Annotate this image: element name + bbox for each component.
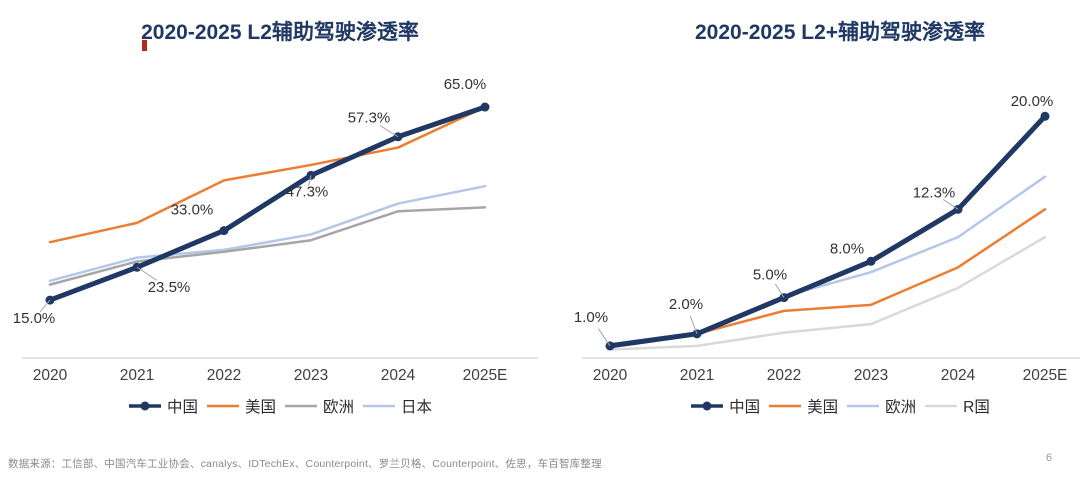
legend-swatch-icon: [206, 405, 239, 408]
legend-item-3: 日本: [362, 395, 432, 417]
charts-row: 2020-2025 L2辅助驾驶渗透率 15.0% 23.5% 33.0% 47.3%…: [13, 0, 1080, 417]
legend-label-1: 美国: [807, 399, 839, 417]
data-label: 2.0%: [669, 296, 703, 313]
data-label: 15.0%: [13, 310, 56, 327]
legend-l2: 中国 美国 欧洲 日本: [20, 395, 540, 417]
label-leader-line: [308, 175, 312, 187]
legend-swatch-icon: [925, 405, 958, 408]
series-line-1: [48, 106, 487, 244]
source-note: 数据来源：工信部、中国汽车工业协会、canalys、IDTechEx、Count…: [8, 458, 602, 470]
label-leader-line: [942, 199, 959, 211]
data-label: 8.0%: [830, 241, 864, 258]
legend-item-1: 美国: [206, 395, 276, 417]
legend-item-3: R国: [924, 395, 990, 417]
legend-item-2: 欧洲: [846, 395, 916, 417]
page-number: 6: [1045, 452, 1052, 464]
red-mark: [142, 40, 147, 51]
data-label: 23.5%: [148, 280, 191, 297]
legend-item-2: 欧洲: [284, 395, 354, 417]
x-tick-label: 2020: [593, 367, 628, 384]
chart-l2: 2020-2025 L2辅助驾驶渗透率 15.0% 23.5% 33.0% 47.3%…: [13, 0, 540, 417]
data-label: 57.3%: [348, 110, 391, 127]
data-label: 1.0%: [574, 309, 608, 326]
series-line-2: [608, 175, 1047, 346]
legend-item-0: 中国: [128, 395, 198, 417]
series-line-0: [607, 114, 1048, 349]
l2-line-chart: 15.0% 23.5% 33.0% 47.3% 57.3% 65.0% 2020 2021 20…: [13, 76, 538, 384]
x-tick-label: 2024: [381, 367, 416, 384]
x-tick-label: 2023: [294, 367, 328, 384]
data-label: 20.0%: [1011, 94, 1054, 111]
slide-footer: 数据来源：工信部、中国汽车工业协会、canalys、IDTechEx、Count…: [0, 450, 1080, 480]
data-label: 65.0%: [444, 76, 487, 93]
data-label: 5.0%: [753, 267, 787, 284]
x-tick-label: 2022: [767, 367, 801, 384]
legend-dot: [140, 401, 150, 411]
legend-label-2: 欧洲: [323, 399, 355, 417]
x-tick-label: 2022: [207, 367, 241, 384]
legend-label-1: 美国: [244, 399, 276, 417]
label-leader-line: [39, 300, 51, 313]
legend-item-0: 中国: [690, 395, 760, 417]
series-marker-0: [480, 102, 490, 112]
chart-l2plus: 2020-2025 L2+辅助驾驶渗透率 1.0% 2.0% 5.0% 8.0% 12.…: [574, 0, 1080, 417]
label-leader-line: [136, 267, 158, 282]
chart-title-l2: 2020-2025 L2辅助驾驶渗透率: [141, 21, 419, 44]
x-tick-label: 2021: [120, 367, 154, 384]
x-tick-label: 2021: [680, 367, 714, 384]
legend-swatch-icon: [285, 405, 317, 408]
legend-dot: [702, 401, 712, 411]
label-leader-line: [689, 316, 698, 335]
legend-label-0: 中国: [729, 399, 761, 417]
series-line-3: [608, 236, 1047, 352]
series-line-0: [47, 104, 488, 303]
legend-label-3: 日本: [401, 399, 433, 417]
series-line-2: [48, 206, 487, 287]
series-marker-0: [219, 226, 229, 236]
legend-swatch-icon: [363, 405, 396, 408]
legend-swatch-icon: [691, 401, 724, 411]
legend-label-2: 欧洲: [885, 399, 917, 417]
x-tick-label: 2020: [33, 367, 68, 384]
series-marker-0: [1040, 112, 1050, 122]
legend-swatch-icon: [128, 401, 161, 411]
legend-swatch-icon: [847, 405, 880, 408]
label-leader-line: [774, 284, 785, 299]
legend-swatch-icon: [769, 405, 802, 408]
label-leader-line: [597, 328, 611, 347]
series-marker-0: [866, 257, 876, 267]
x-tick-label: 2025E: [1023, 367, 1068, 384]
legend-l2plus: 中国 美国 欧洲 R国: [580, 395, 1080, 417]
x-tick-label: 2025E: [463, 367, 508, 384]
data-label: 12.3%: [913, 185, 956, 202]
data-label: 33.0%: [171, 202, 214, 219]
data-label: 47.3%: [286, 184, 329, 201]
x-tick-label: 2023: [854, 367, 888, 384]
chart-title-l2plus: 2020-2025 L2+辅助驾驶渗透率: [694, 21, 986, 44]
label-leader-line: [379, 125, 399, 138]
series-line-3: [48, 185, 487, 283]
l2plus-line-chart: 1.0% 2.0% 5.0% 8.0% 12.3% 20.0% 2020 2021 2022 20…: [574, 94, 1080, 384]
x-tick-label: 2024: [941, 367, 976, 384]
legend-label-0: 中国: [166, 399, 198, 417]
legend-label-3: R国: [963, 399, 990, 417]
legend-item-1: 美国: [768, 395, 838, 417]
